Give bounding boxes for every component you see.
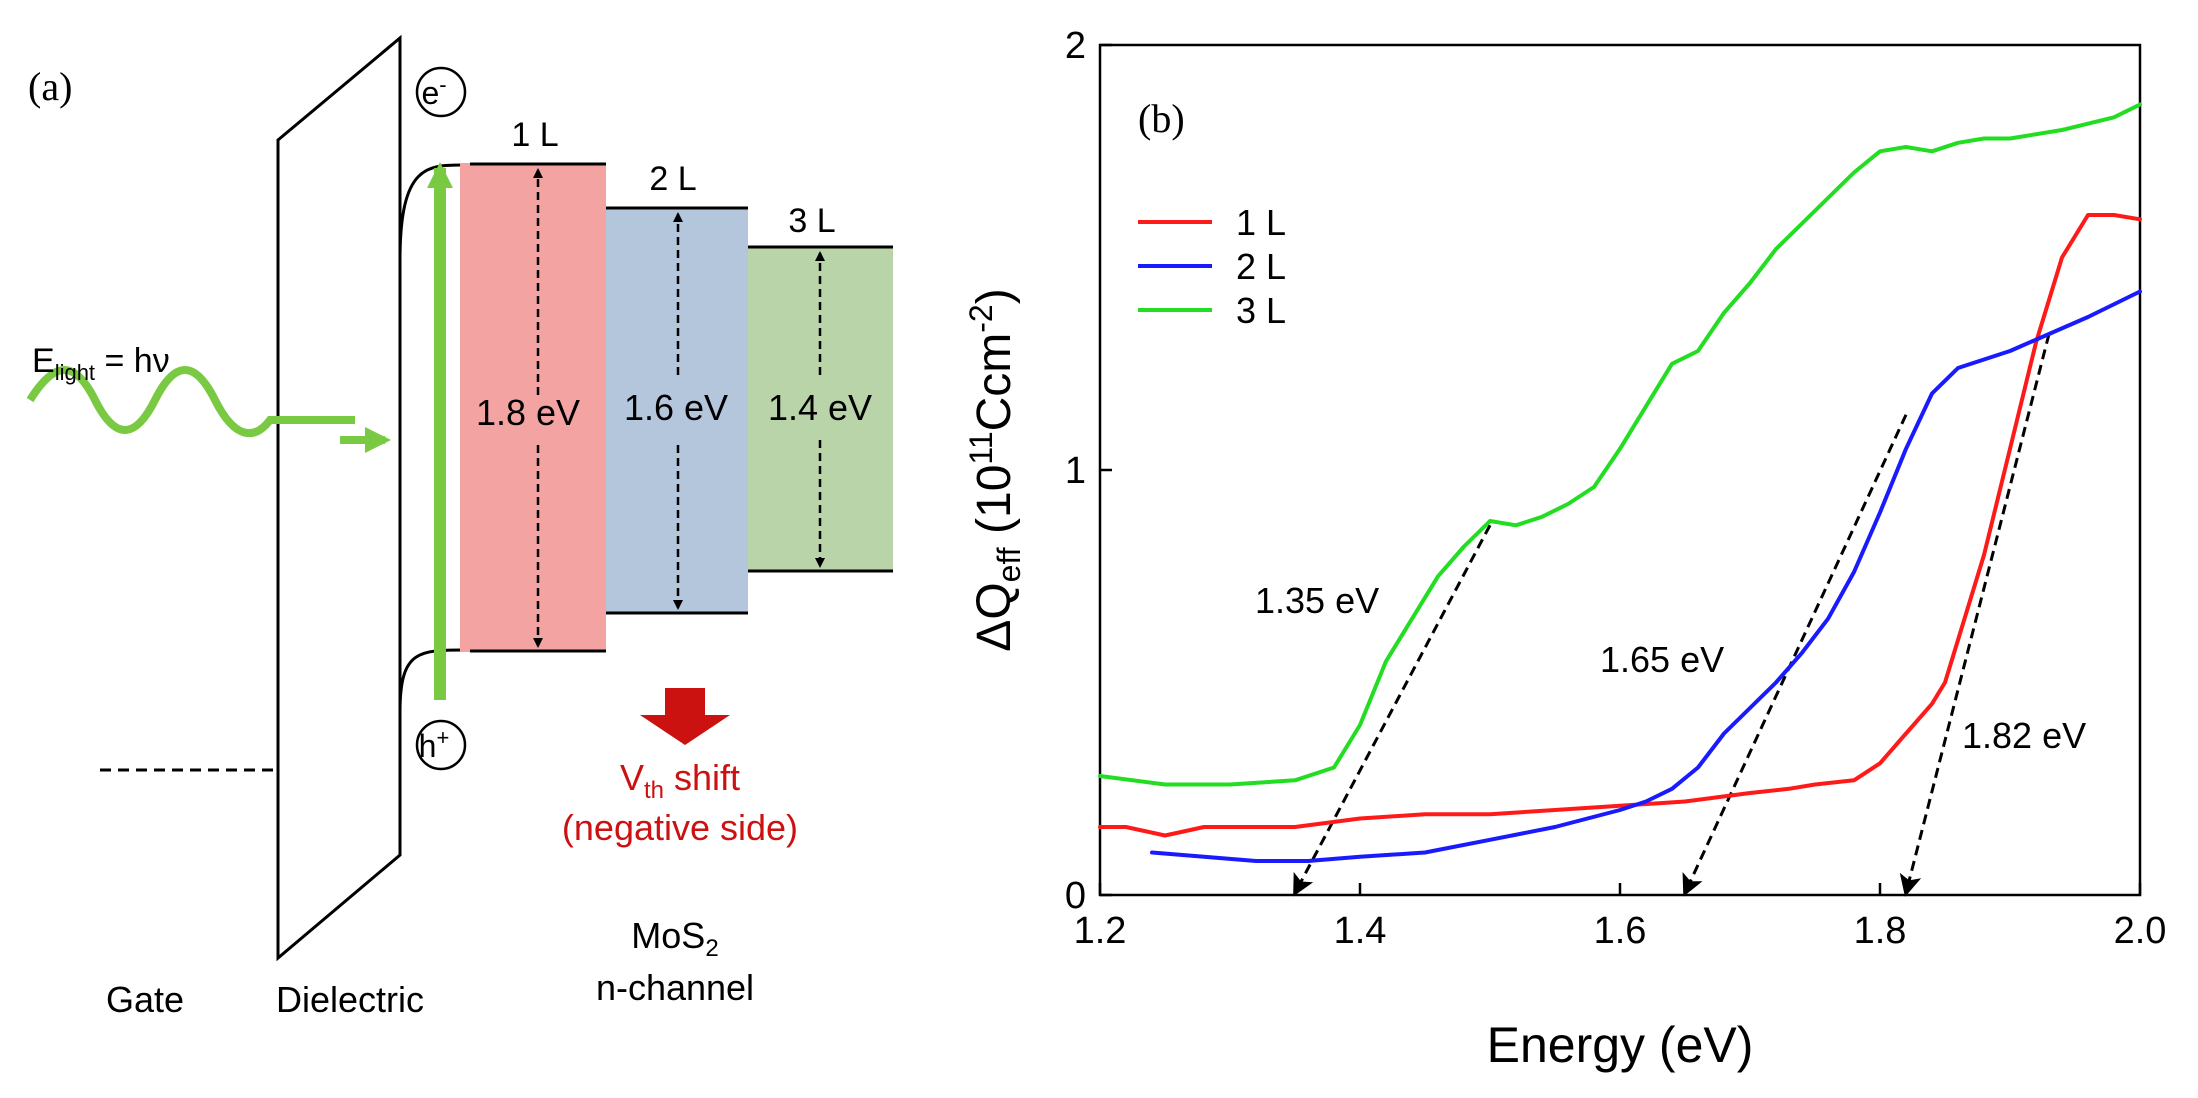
valence-band-bend bbox=[398, 648, 471, 713]
layer-3l-name: 3 L bbox=[788, 202, 835, 240]
x-axis-label: Energy (eV) bbox=[1487, 1017, 1754, 1073]
channel-type-label: n-channel bbox=[596, 967, 754, 1008]
x-tick-label: 2.0 bbox=[2114, 910, 2167, 952]
y-tick-label: 1 bbox=[1065, 450, 1086, 492]
layer-3l-gap-value: 1.4 eV bbox=[768, 387, 872, 428]
axis-ticks: 1.2 1.4 1.6 1.8 2.0 0 1 2 bbox=[1065, 25, 2167, 952]
svg-text:h+: h+ bbox=[419, 725, 450, 764]
legend-label: 2 L bbox=[1236, 246, 1286, 287]
dielectric-label: Dielectric bbox=[276, 979, 424, 1020]
series-line-1l bbox=[1098, 213, 2142, 838]
panel-b-label: (b) bbox=[1138, 96, 1185, 141]
data-series bbox=[1098, 102, 2142, 863]
series-line-3l bbox=[1098, 102, 2142, 787]
onset-arrow bbox=[1899, 333, 2051, 897]
conduction-band-bend bbox=[398, 163, 471, 261]
annotation-1-65: 1.65 eV bbox=[1600, 639, 1724, 680]
layer-1l-band bbox=[460, 163, 606, 652]
svg-text:e-: e- bbox=[421, 72, 446, 111]
layer-1l-name: 1 L bbox=[511, 116, 558, 154]
legend: 1 L2 L3 L bbox=[1138, 202, 1286, 331]
gate-label: Gate bbox=[106, 979, 184, 1020]
legend-label: 1 L bbox=[1236, 202, 1286, 243]
electron-sup: - bbox=[439, 72, 446, 97]
y-axis-label: ΔQeff (1011Ccm-2) bbox=[963, 288, 1027, 651]
electron-label: e bbox=[421, 75, 439, 111]
electron-marker: e- bbox=[415, 66, 467, 118]
legend-label: 3 L bbox=[1236, 290, 1286, 331]
vth-shift-arrow bbox=[640, 688, 730, 745]
light-wave bbox=[26, 366, 355, 438]
series-line-2l bbox=[1150, 289, 2142, 863]
layer-2l-band bbox=[606, 208, 748, 614]
y-tick-label: 2 bbox=[1065, 25, 1086, 67]
layer-3l-band bbox=[748, 247, 893, 571]
y-tick-label: 0 bbox=[1065, 875, 1086, 917]
dielectric-slab bbox=[276, 34, 402, 962]
onset-arrow bbox=[1293, 524, 1492, 897]
layer-2l-name: 2 L bbox=[649, 160, 696, 198]
layer-1l-gap-value: 1.8 eV bbox=[476, 392, 580, 433]
x-tick-label: 1.2 bbox=[1074, 910, 1127, 952]
hole-label: h bbox=[419, 728, 437, 764]
layer-2l-gap-value: 1.6 eV bbox=[624, 387, 728, 428]
x-tick-label: 1.4 bbox=[1334, 910, 1387, 952]
panel-a-label: (a) bbox=[28, 64, 72, 109]
panel-b: (b) 1.2 1.4 1.6 1.8 2.0 0 1 2 1 L2 L3 L 1.35 eV… bbox=[963, 25, 2166, 1073]
light-energy-label: Elight = hν bbox=[32, 342, 170, 385]
annotation-1-82: 1.82 eV bbox=[1962, 715, 2086, 756]
channel-material-label: MoS2 bbox=[631, 915, 718, 962]
panel-a: (a) 1 L 2 L bbox=[26, 34, 893, 1020]
x-tick-label: 1.6 bbox=[1594, 910, 1647, 952]
onset-arrow bbox=[1682, 414, 1908, 897]
hole-marker: h+ bbox=[415, 719, 467, 771]
onset-arrows bbox=[1293, 333, 2051, 897]
hole-sup: + bbox=[436, 725, 449, 750]
plot-frame bbox=[1098, 43, 2142, 897]
vth-shift-note: (negative side) bbox=[562, 807, 798, 848]
x-tick-label: 1.8 bbox=[1854, 910, 1907, 952]
annotation-1-35: 1.35 eV bbox=[1255, 580, 1379, 621]
vth-shift-label: Vth shift bbox=[620, 757, 740, 804]
